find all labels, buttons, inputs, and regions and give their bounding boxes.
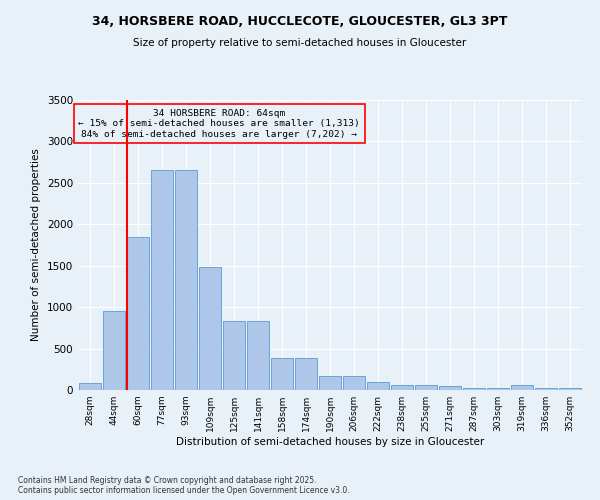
Bar [415,386,437,390]
Bar [175,170,197,390]
Bar [199,268,221,390]
Y-axis label: Number of semi-detached properties: Number of semi-detached properties [31,148,41,342]
Bar [463,388,485,390]
Bar [511,386,533,390]
Bar [319,376,341,390]
Bar [367,382,389,390]
Bar [247,321,269,390]
Bar [439,386,461,390]
Bar [103,312,125,390]
Bar [295,358,317,390]
Bar [223,321,245,390]
Bar [151,170,173,390]
Bar [79,382,101,390]
Text: Size of property relative to semi-detached houses in Gloucester: Size of property relative to semi-detach… [133,38,467,48]
Bar [343,376,365,390]
Text: 34 HORSBERE ROAD: 64sqm
← 15% of semi-detached houses are smaller (1,313)
84% of: 34 HORSBERE ROAD: 64sqm ← 15% of semi-de… [78,108,360,138]
Bar [559,388,581,390]
Bar [535,388,557,390]
Text: 34, HORSBERE ROAD, HUCCLECOTE, GLOUCESTER, GL3 3PT: 34, HORSBERE ROAD, HUCCLECOTE, GLOUCESTE… [92,15,508,28]
Bar [487,388,509,390]
X-axis label: Distribution of semi-detached houses by size in Gloucester: Distribution of semi-detached houses by … [176,437,484,447]
Bar [391,385,413,390]
Bar [127,236,149,390]
Bar [271,358,293,390]
Text: Contains HM Land Registry data © Crown copyright and database right 2025.
Contai: Contains HM Land Registry data © Crown c… [18,476,350,495]
